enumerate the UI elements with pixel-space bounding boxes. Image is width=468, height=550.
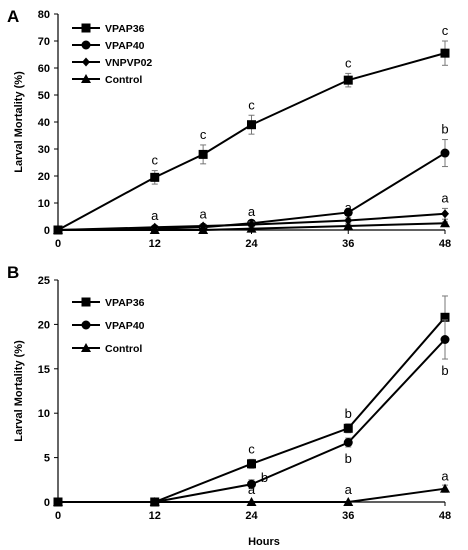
y-tick-label: 0 [44,225,50,237]
x-tick-label: 48 [439,510,451,522]
data-point-square [343,423,353,433]
y-axis-title: Larval Mortality (%) [13,71,25,173]
x-tick-label: 12 [149,510,161,522]
significance-label: b [441,363,448,378]
data-point-square [198,149,208,159]
significance-label: b [345,451,352,466]
data-point-circle [440,148,450,158]
data-point-triangle [246,497,257,506]
data-point-circle [343,438,353,448]
data-point-triangle [53,497,63,506]
x-tick-label: 0 [55,238,61,250]
y-tick-label: 40 [38,117,50,129]
x-tick-label: 12 [149,238,161,250]
x-tick-label: 24 [245,510,258,522]
y-tick-label: 0 [44,497,50,509]
legend-label: VPAP40 [105,320,145,332]
significance-label: b [441,122,448,137]
legend-label: VNPVP02 [105,57,152,69]
data-point-triangle [53,225,63,234]
y-tick-label: 10 [38,198,50,210]
y-tick-label: 20 [38,171,50,183]
data-point-triangle [440,483,450,493]
panel-label-a: A [7,7,19,26]
significance-label: b [345,406,352,421]
data-point-square [440,48,450,58]
y-tick-label: 5 [44,453,50,465]
data-point-square [247,459,256,469]
data-point-triangle [343,220,354,230]
series-line-vpap36 [57,52,446,231]
data-point-triangle [246,223,257,233]
data-point-triangle [440,218,450,228]
data-point-triangle [343,497,354,506]
x-tick-label: 48 [439,238,451,250]
significance-label: a [200,207,208,222]
legend-label: VPAP40 [105,40,145,52]
legend-marker-circle [81,40,91,50]
y-axis-title: Larval Mortality (%) [13,340,25,442]
significance-label: a [345,200,353,215]
x-tick-label: 24 [245,238,258,250]
significance-label: c [248,97,255,112]
y-tick-label: 20 [38,319,50,331]
data-point-diamond [441,209,449,219]
significance-label: b [261,470,268,485]
data-point-triangle [149,497,160,506]
y-tick-label: 50 [38,90,50,102]
data-point-circle [440,334,450,344]
significance-label: c [248,441,255,456]
x-axis-title: Hours [248,536,280,548]
significance-label: c [442,23,449,38]
x-tick-label: 36 [342,238,354,250]
significance-label: a [248,204,256,219]
data-point-square [247,120,256,130]
panel-label-b: B [7,263,19,282]
legend-label: Control [105,343,142,355]
legend-marker-triangle [81,343,91,352]
legend-label: VPAP36 [105,297,145,309]
x-tick-label: 36 [342,510,354,522]
significance-label: a [248,482,256,497]
legend-label: Control [105,74,142,86]
data-point-triangle [198,225,209,234]
significance-label: a [151,208,159,223]
significance-label: a [441,469,449,484]
series-line-control [58,222,446,231]
data-point-circle [343,207,353,217]
legend-marker-triangle [81,74,91,83]
significance-label: c [200,127,207,142]
y-tick-label: 25 [38,275,50,287]
y-tick-label: 15 [38,364,50,376]
legend-marker-square [81,23,91,33]
legend-marker-square [81,297,91,307]
data-point-circle [247,479,256,489]
data-point-square [440,312,450,322]
y-tick-label: 10 [38,408,50,420]
y-tick-label: 80 [38,9,50,21]
y-tick-label: 60 [38,63,50,75]
chart-b: 0 5 10 15 20 25 0 12 24 36 48 Larval Mortality (%) c… [13,275,451,522]
series-line-vpap40 [58,338,446,503]
chart-a: 0 10 20 30 40 50 60 70 80 0 12 24 36 48 Larval Mortali… [13,9,451,250]
legend-marker-diamond [82,57,90,67]
data-point-square [150,172,160,182]
y-tick-label: 70 [38,36,50,48]
x-tick-label: 0 [55,510,61,522]
significance-label: a [345,482,353,497]
significance-label: c [345,55,352,70]
data-point-triangle [149,225,160,234]
y-tick-label: 30 [38,144,50,156]
data-point-diamond [344,216,353,226]
legend-label: VPAP36 [105,23,145,35]
significance-label: a [441,190,449,205]
series-line-vnpvp02 [57,212,446,231]
significance-label: c [152,153,159,168]
legend-marker-circle [81,320,91,330]
data-point-square [343,75,353,85]
